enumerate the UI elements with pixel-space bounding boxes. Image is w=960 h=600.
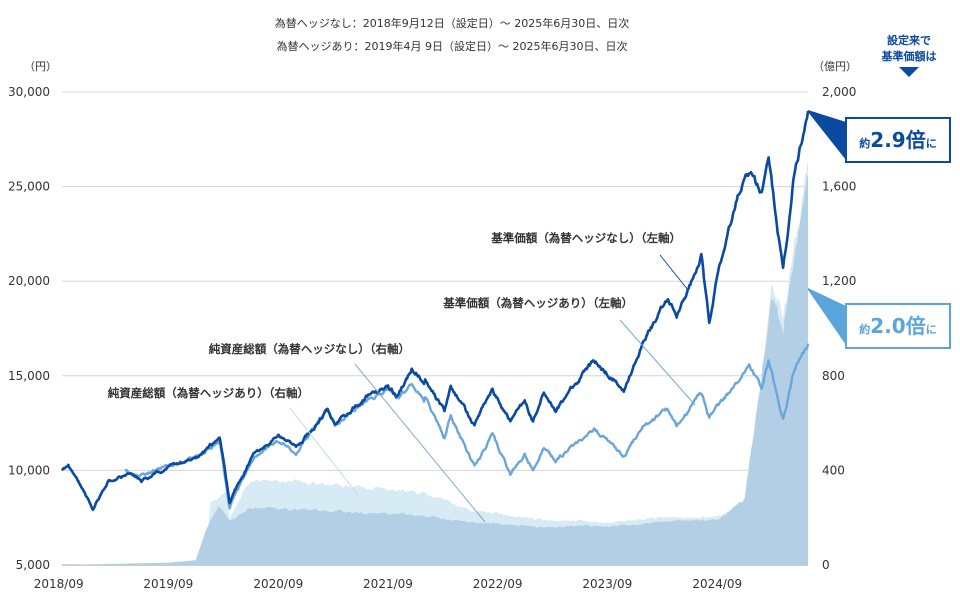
callout-unhedged-prefix: 約 xyxy=(859,136,870,150)
line-series-nav-hedged xyxy=(124,343,810,510)
callout-header-line1: 設定来で xyxy=(887,33,931,47)
left-axis-tick-label: 5,000 xyxy=(16,558,50,572)
x-axis-tick-label: 2022/09 xyxy=(473,577,523,591)
area-series-assets-unhedged xyxy=(62,174,808,566)
net-assets-areas xyxy=(62,162,809,566)
note-hedged-period: 為替ヘッジあり：2019年4月 9日（設定日）～ 2025年6月30日、日次 xyxy=(277,39,628,53)
x-axis-tick-label: 2020/09 xyxy=(253,577,303,591)
left-axis-tick-label: 25,000 xyxy=(8,180,50,194)
left-axis-unit: （円） xyxy=(24,60,57,73)
nav-lines xyxy=(60,110,810,512)
callout-hedged-prefix: 約 xyxy=(859,322,870,336)
growth-callouts: 設定来で 基準価額は 約2.9倍に 約2.0倍に xyxy=(808,33,951,349)
left-axis-tick-label: 15,000 xyxy=(8,369,50,383)
annotation-leader-nav-unhedged xyxy=(659,254,689,291)
x-axis-tick-label: 2023/09 xyxy=(582,577,632,591)
callout-hedged-multiple: 2.0倍 xyxy=(870,314,925,338)
right-axis-tick-label: 400 xyxy=(822,463,845,477)
callout-hedged: 約2.0倍に xyxy=(808,288,951,349)
gridlines xyxy=(62,91,808,566)
x-axis-tick-label: 2018/09 xyxy=(34,577,84,591)
annotation-nav-hedged: 基準価額（為替ヘッジあり）（左軸） xyxy=(442,296,633,310)
right-axis-tick-label: 1,600 xyxy=(822,180,856,194)
left-axis-tick-label: 30,000 xyxy=(8,85,50,99)
right-axis-tick-label: 2,000 xyxy=(822,85,856,99)
callout-unhedged: 約2.9倍に xyxy=(808,110,951,163)
annotation-leader-assets-unhedged xyxy=(354,363,486,523)
right-axis-tick-label: 800 xyxy=(822,369,845,383)
callout-hedged-suffix: に xyxy=(926,323,937,336)
callout-unhedged-suffix: に xyxy=(926,137,937,150)
annotation-nav-unhedged: 基準価額（為替ヘッジなし）（左軸） xyxy=(490,231,681,245)
annotation-leader-assets-hedged xyxy=(289,407,359,496)
note-unhedged-period: 為替ヘッジなし：2018年9月12日（設定日）～ 2025年6月30日、日次 xyxy=(275,16,629,30)
callout-header-line2: 基準価額は xyxy=(881,49,937,63)
annotation-leader-nav-hedged xyxy=(619,319,696,406)
callout-hedged-value: 約2.0倍に xyxy=(859,314,936,338)
right-axis-tick-label: 1,200 xyxy=(822,274,856,288)
axes: （円） （億円） 5,000 10,000 15,000 20,000 25,000 30… xyxy=(8,60,857,591)
series-annotations: 基準価額（為替ヘッジなし）（左軸） 基準価額（為替ヘッジあり）（左軸） 純資産総… xyxy=(108,231,696,523)
left-axis-tick-label: 20,000 xyxy=(8,274,50,288)
x-axis-tick-label: 2021/09 xyxy=(363,577,413,591)
line-series-nav-unhedged xyxy=(60,110,810,512)
notes: 為替ヘッジなし：2018年9月12日（設定日）～ 2025年6月30日、日次 為… xyxy=(275,16,629,53)
annotation-assets-unhedged: 純資産総額（為替ヘッジなし）（右軸） xyxy=(209,342,410,356)
x-axis-tick-label: 2019/09 xyxy=(143,577,193,591)
callout-unhedged-value: 約2.9倍に xyxy=(859,128,936,152)
callout-header-arrow xyxy=(899,67,919,77)
callout-unhedged-multiple: 2.9倍 xyxy=(870,128,925,152)
right-axis-tick-label: 0 xyxy=(822,558,830,572)
area-series-assets-hedged xyxy=(124,162,809,565)
right-axis-unit: （億円） xyxy=(813,60,857,73)
left-axis-tick-label: 10,000 xyxy=(8,463,50,477)
x-axis-tick-label: 2024/09 xyxy=(692,577,742,591)
annotation-assets-hedged: 純資産総額（為替ヘッジあり）（右軸） xyxy=(108,386,309,400)
